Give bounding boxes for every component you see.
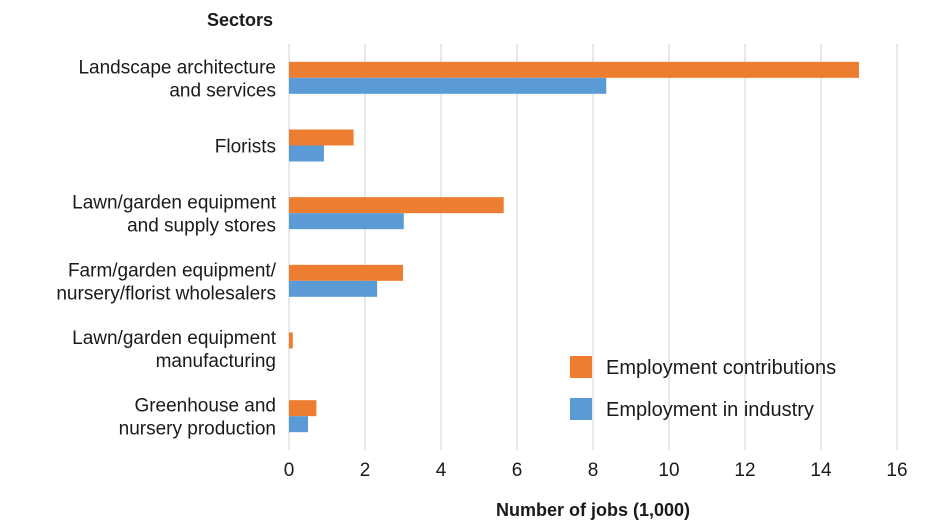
category-label-line: Greenhouse and [134, 396, 276, 417]
y-axis-title: Sectors [207, 10, 273, 30]
legend-swatch-contributions [570, 356, 592, 378]
bar-contributions-5 [289, 400, 317, 417]
legend-label-contributions: Employment contributions [606, 357, 836, 379]
category-label-line: and services [169, 80, 276, 101]
bar-contributions-2 [289, 197, 504, 214]
bars [289, 61, 859, 433]
x-tick-label: 4 [436, 460, 447, 481]
x-tick-label: 2 [360, 460, 371, 481]
category-label: Landscape architecture and services [78, 57, 276, 101]
x-tick-label: 16 [886, 460, 907, 481]
category-label: Greenhouse and nursery production [119, 396, 276, 440]
category-label-line: Florists [215, 137, 276, 158]
category-label: Florists [215, 137, 276, 158]
category-label-line: Landscape architecture [78, 57, 276, 78]
bar-industry-5 [289, 416, 308, 433]
category-label-line: Farm/garden equipment/ [68, 260, 277, 281]
category-label-line: Lawn/garden equipment [72, 328, 277, 349]
x-tick-label: 10 [658, 460, 679, 481]
legend-swatch-industry [570, 398, 592, 420]
x-tick-label: 0 [284, 460, 295, 481]
x-tick-labels: 0 2 4 6 8 10 12 14 16 [284, 460, 908, 481]
category-label-line: and supply stores [127, 216, 276, 237]
bar-contributions-1 [289, 129, 354, 146]
bar-industry-3 [289, 280, 378, 297]
x-tick-label: 14 [810, 460, 832, 481]
category-label-line: manufacturing [156, 351, 276, 372]
category-label-line: nursery/florist wholesalers [56, 283, 276, 304]
bar-contributions-4 [289, 332, 293, 349]
bar-contributions-3 [289, 264, 403, 281]
category-label-line: nursery production [119, 419, 276, 440]
category-label: Farm/garden equipment/nursery/florist wh… [56, 260, 276, 304]
x-tick-label: 6 [512, 460, 523, 481]
bar-industry-2 [289, 213, 404, 230]
bar-industry-1 [289, 145, 324, 162]
category-label: Lawn/garden equipment and supply stores [72, 193, 277, 237]
x-axis-title: Number of jobs (1,000) [496, 500, 690, 520]
gridlines [288, 44, 898, 450]
legend-label-industry: Employment in industry [606, 399, 814, 421]
category-label-line: Lawn/garden equipment [72, 193, 277, 214]
category-label: Lawn/garden equipment manufacturing [72, 328, 277, 372]
x-tick-label: 8 [588, 460, 599, 481]
legend: Employment contributions Employment in in… [570, 356, 836, 421]
category-labels: Landscape architecture and services Floris… [56, 57, 276, 439]
x-tick-label: 12 [734, 460, 755, 481]
bar-contributions-0 [289, 61, 859, 78]
bar-industry-0 [289, 77, 607, 94]
